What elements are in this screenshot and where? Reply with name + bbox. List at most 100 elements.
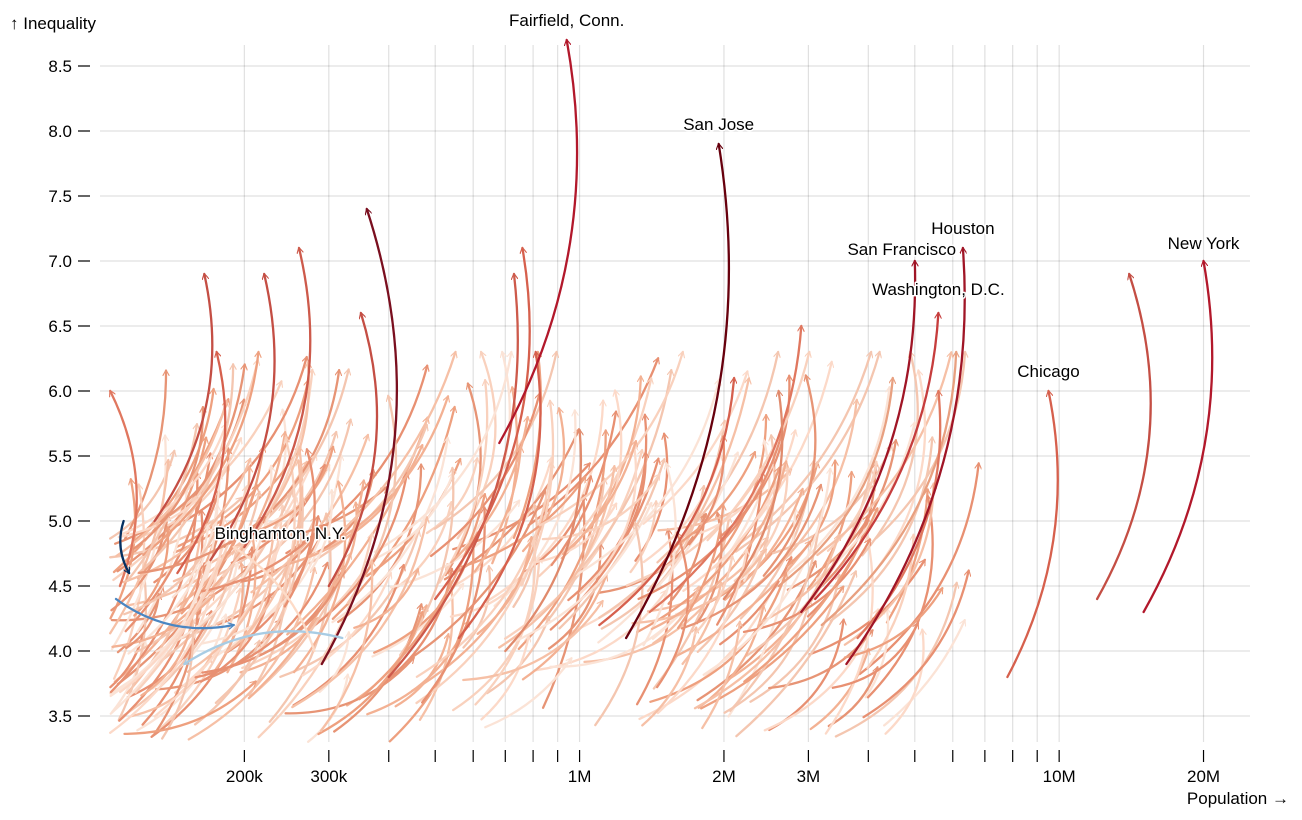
- background-arrow: [462, 566, 490, 649]
- y-tick-label: 4.5: [48, 577, 72, 596]
- background-arrow: [301, 573, 391, 677]
- labeled-series-arrow: [624, 144, 730, 640]
- background-arrow: [485, 617, 549, 695]
- background-arrow: [541, 473, 661, 541]
- labeled-series-arrow: [1142, 261, 1214, 614]
- series-arrow: [648, 326, 802, 614]
- background-arrow: [109, 496, 244, 559]
- background-arrow: [819, 516, 868, 589]
- y-tick-label: 4.0: [48, 642, 72, 661]
- city-label: Houston: [931, 219, 994, 238]
- background-arrow: [333, 503, 356, 587]
- background-arrow: [635, 468, 779, 634]
- background-arrow: [309, 490, 332, 572]
- background-arrow: [415, 463, 552, 678]
- city-labels: New York Houston San Francisco Washington, …: [213, 10, 1241, 545]
- background-arrow: [111, 593, 216, 648]
- background-arrow: [214, 498, 303, 705]
- background-arrow: [239, 461, 301, 642]
- background-arrow: [723, 599, 810, 714]
- background-arrow: [520, 401, 553, 587]
- background-arrow: [291, 517, 427, 709]
- labeled-series-arrow: [1006, 391, 1059, 679]
- background-arrow: [733, 466, 788, 583]
- background-arrow: [319, 561, 372, 733]
- background-arrow: [134, 487, 247, 694]
- background-arrow: [884, 630, 924, 735]
- background-arrow: [373, 352, 511, 553]
- background-arrow: [462, 599, 604, 682]
- background-arrow: [785, 461, 835, 568]
- background-arrow: [484, 657, 573, 729]
- background-arrow: [161, 621, 193, 740]
- y-tick-label: 6.0: [48, 382, 72, 401]
- background-arrow: [493, 411, 576, 608]
- background-arrow: [831, 623, 918, 689]
- background-arrow: [574, 380, 719, 577]
- background-arrow: [762, 376, 817, 577]
- background-arrow: [641, 628, 696, 727]
- y-tick-label: 3.5: [48, 707, 72, 726]
- background-arrow: [112, 360, 257, 582]
- background-arrow: [358, 494, 485, 701]
- background-arrow: [283, 449, 316, 608]
- background-arrow: [408, 491, 545, 661]
- background-arrow: [476, 537, 532, 635]
- background-arrow: [749, 575, 840, 703]
- city-label: San Jose: [683, 115, 754, 134]
- background-arrow: [652, 587, 699, 645]
- background-arrow: [883, 620, 965, 727]
- background-arrow: [809, 649, 869, 731]
- background-arrow: [339, 352, 456, 534]
- axes: 3.5 4.0 4.5 5.0 5.5 6.0 6.5 7.0 7.5 8.0 8.5 200k 300…: [48, 57, 1220, 786]
- background-arrow: [806, 463, 876, 618]
- background-arrow: [153, 498, 297, 718]
- background-arrow: [734, 352, 880, 553]
- y-tick-label: 7.5: [48, 187, 72, 206]
- background-arrow: [597, 453, 737, 644]
- background-arrow: [187, 568, 315, 741]
- y-tick-label: 6.5: [48, 317, 72, 336]
- labeled-series-arrow: [814, 313, 938, 601]
- background-arrow: [331, 438, 448, 624]
- background-arrow: [558, 459, 665, 630]
- city-label: Washington, D.C.: [872, 280, 1005, 299]
- background-arrow: [693, 556, 733, 636]
- background-arrow: [137, 516, 267, 575]
- series-arrow: [387, 274, 519, 679]
- y-tick-label: 5.5: [48, 447, 72, 466]
- background-arrow: [742, 540, 872, 634]
- background-arrow: [257, 534, 372, 739]
- background-arrow: [287, 445, 422, 566]
- x-tick-label: 3M: [797, 767, 821, 786]
- background-arrow: [353, 569, 418, 629]
- background-arrow: [125, 594, 159, 650]
- x-tick-label: 300k: [310, 767, 347, 786]
- background-arrow: [171, 526, 208, 599]
- background-arrow: [433, 352, 557, 530]
- x-tick-label: 2M: [712, 767, 736, 786]
- labeled-series-arrow: [845, 248, 964, 666]
- series-arrow: [722, 391, 784, 601]
- background-arrow: [382, 569, 452, 685]
- background-arrow: [642, 372, 748, 525]
- background-arrow: [549, 459, 659, 631]
- background-arrow: [151, 589, 241, 737]
- y-tick-label: 7.0: [48, 252, 72, 271]
- background-arrow: [421, 508, 485, 704]
- background-arrow: [123, 527, 218, 616]
- series-arrow: [598, 378, 734, 627]
- background-arrow: [864, 609, 888, 699]
- background-arrow: [594, 523, 644, 727]
- background-arrow: [532, 504, 618, 564]
- background-arrow: [778, 387, 890, 582]
- city-label: New York: [1168, 234, 1240, 253]
- background-arrow: [117, 438, 241, 539]
- y-tick-label: 5.0: [48, 512, 72, 531]
- background-arrow: [861, 352, 919, 557]
- background-arrow: [259, 572, 344, 657]
- city-label: Binghamton, N.Y.: [215, 524, 346, 543]
- background-arrow: [389, 499, 521, 589]
- background-arrow: [154, 618, 282, 691]
- background-arrow: [119, 534, 226, 694]
